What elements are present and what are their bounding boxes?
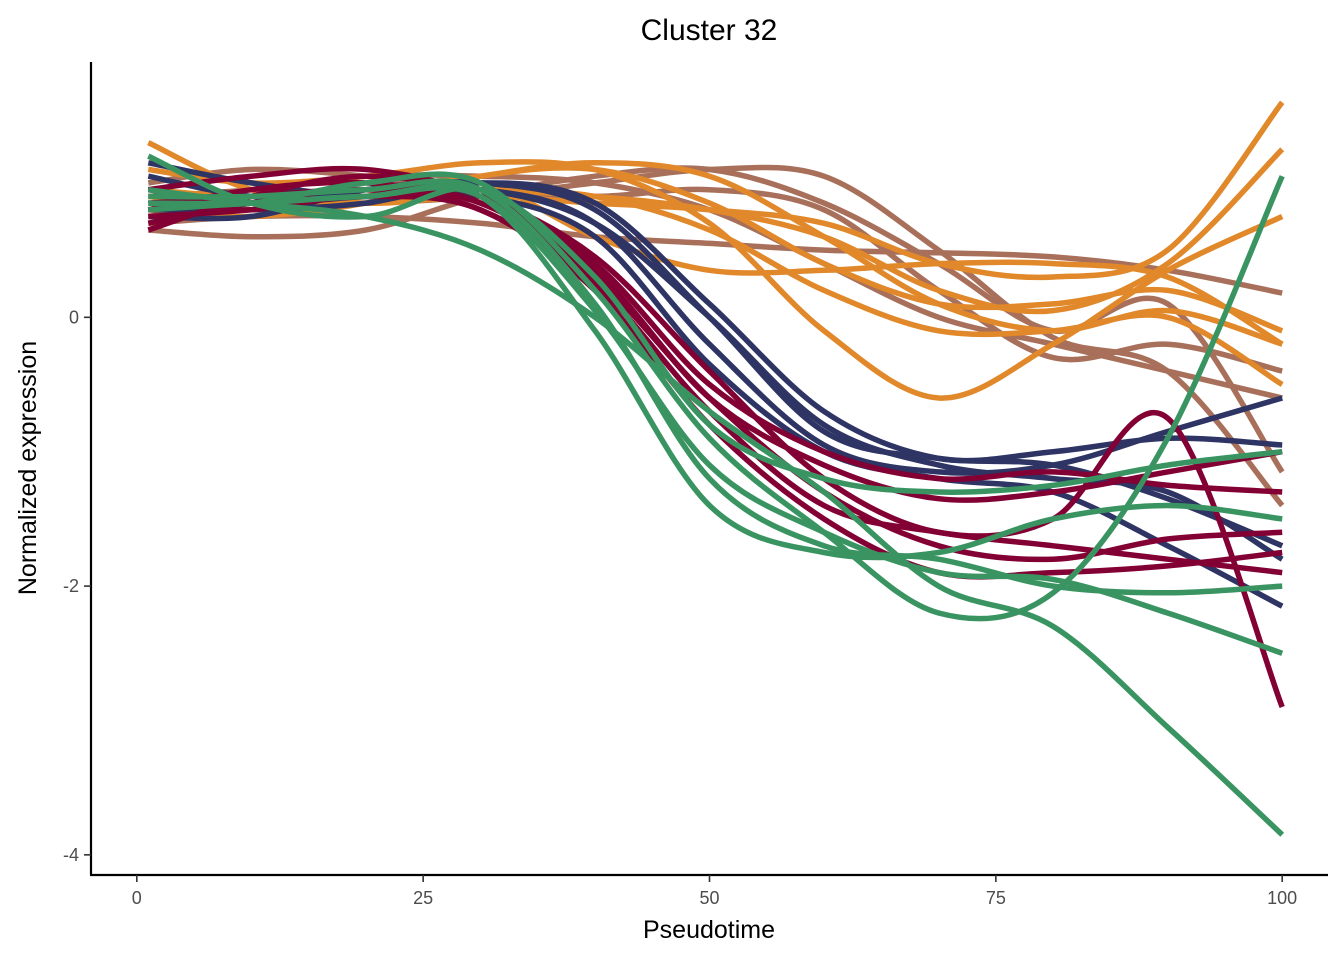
series-line-13: [147, 160, 1284, 562]
chart-title: Cluster 32: [641, 14, 778, 47]
y-tick-label: -2: [63, 576, 79, 596]
y-tick-label: 0: [69, 307, 79, 327]
series-line-29: [148, 183, 1283, 561]
x-tick-label: 75: [986, 888, 1006, 908]
x-tick-label: 100: [1267, 888, 1297, 908]
plot-series-group: [147, 100, 1285, 837]
y-tick-label: -4: [63, 845, 79, 865]
series-line-14: [148, 180, 1283, 464]
x-axis-ticks: 0 25 50 75 100: [132, 875, 1297, 908]
series-line-22: [147, 179, 1283, 503]
x-axis-title: Pseudotime: [643, 916, 775, 944]
series-line-21: [147, 165, 1283, 495]
series-line-27: [148, 178, 1283, 596]
series-line-24: [147, 153, 1283, 495]
x-tick-label: 50: [699, 888, 719, 908]
x-tick-label: 0: [132, 888, 142, 908]
y-axis-title: Normalized expression: [14, 341, 42, 595]
series-line-25: [147, 186, 1285, 837]
series-line-5: [147, 166, 1283, 374]
x-tick-label: 25: [413, 888, 433, 908]
series-line-1: [148, 165, 1285, 474]
y-axis-ticks: 0 -2 -4: [63, 307, 91, 865]
